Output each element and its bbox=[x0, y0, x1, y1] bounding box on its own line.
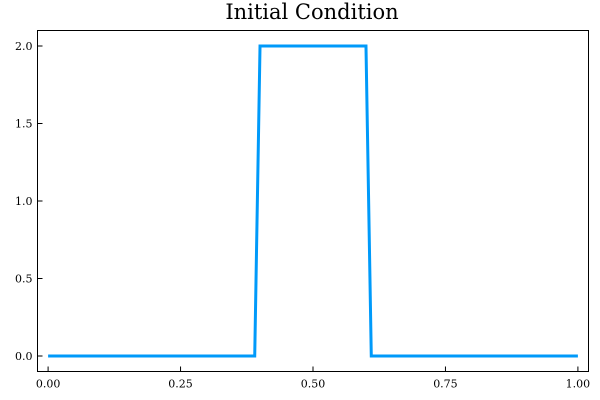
y-tick-label: 0.0 bbox=[15, 350, 33, 363]
series-line bbox=[48, 44, 578, 358]
series-layer bbox=[48, 44, 578, 358]
y-tick-label: 2.0 bbox=[15, 40, 33, 53]
x-axis: 0.00 0.25 0.50 0.75 1.00 bbox=[36, 366, 591, 391]
chart-title: Initial Condition bbox=[225, 0, 398, 24]
x-tick-label: 0.50 bbox=[301, 378, 326, 391]
x-tick-label: 0.00 bbox=[36, 378, 61, 391]
plot-frame bbox=[37, 30, 589, 372]
y-tick-label: 1.0 bbox=[15, 195, 33, 208]
y-tick-label: 0.5 bbox=[15, 273, 33, 286]
x-tick-label: 0.25 bbox=[168, 378, 193, 391]
x-tick-label: 1.00 bbox=[566, 378, 591, 391]
plot-area bbox=[37, 30, 589, 372]
x-tick-label: 0.75 bbox=[433, 378, 458, 391]
y-tick-label: 1.5 bbox=[15, 118, 33, 131]
y-axis: 0.0 0.5 1.0 1.5 2.0 bbox=[15, 40, 43, 363]
